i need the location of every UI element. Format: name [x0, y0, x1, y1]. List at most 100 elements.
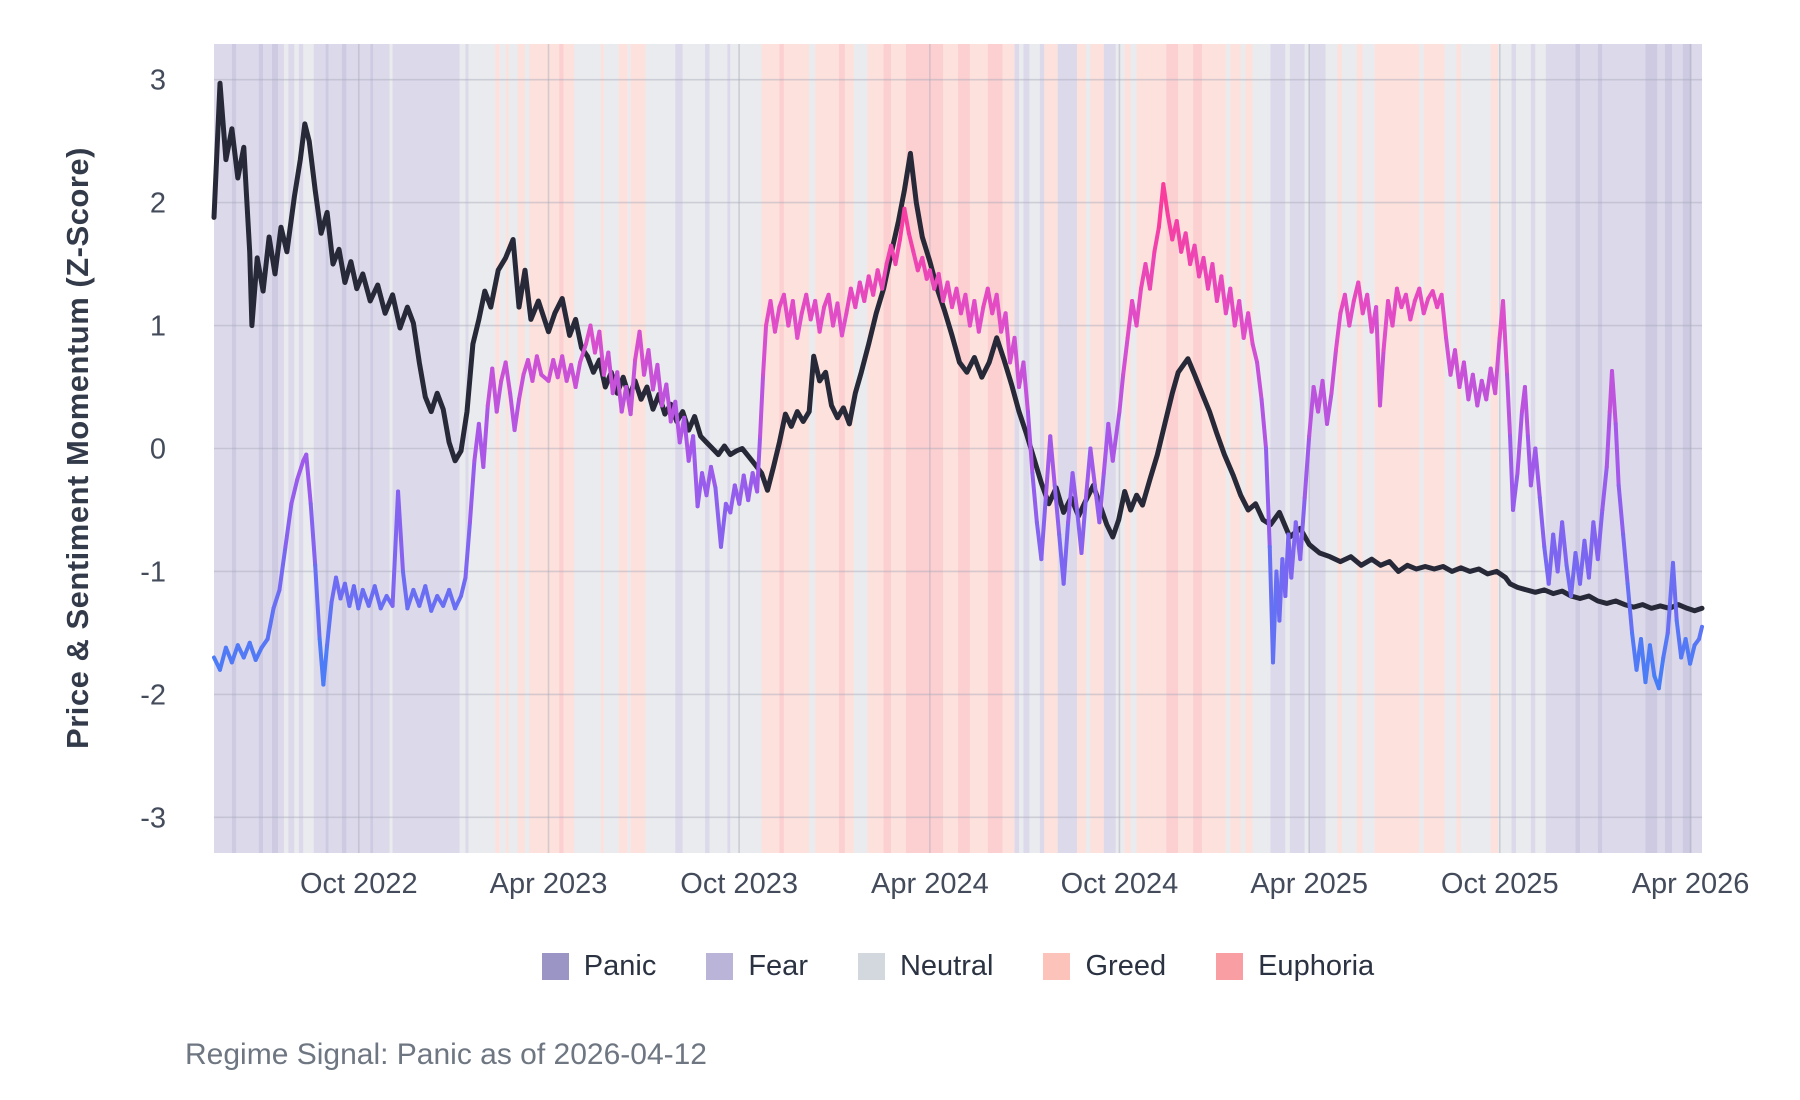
x-tick-label: Oct 2022 [300, 868, 418, 900]
sentiment-line-segment [283, 501, 294, 549]
regime-band-panic [341, 44, 347, 853]
sentiment-line-segment [1381, 298, 1391, 353]
y-tick-label: -3 [140, 802, 166, 834]
regime-band-greed [600, 44, 604, 853]
sentiment-line-segment [1600, 464, 1609, 512]
regime-band-euphoria [779, 44, 784, 853]
regime-legend: Panic Fear Neutral Greed Euphoria [214, 950, 1702, 983]
legend-label-fear: Fear [748, 950, 808, 982]
sentiment-line-segment [217, 645, 228, 672]
sentiment-line-segment [1688, 643, 1697, 666]
sentiment-line-segment [761, 323, 769, 377]
sentiment-line-segment [1522, 385, 1530, 439]
sentiment-line-segment [400, 569, 410, 611]
regime-band-greed [517, 44, 525, 853]
regime-band-fear [675, 44, 683, 853]
regime-band-fear [1289, 44, 1305, 853]
regime-band-neutral [1341, 44, 1357, 853]
sentiment-line-segment [1493, 335, 1502, 396]
regime-band-neutral [1419, 44, 1424, 853]
sentiment-line-segment [463, 520, 472, 580]
sentiment-line-segment [1152, 225, 1161, 254]
regime-band-greed [1456, 44, 1461, 853]
regime-band-neutral [574, 44, 601, 853]
sentiment-line-segment [1088, 446, 1097, 488]
sentiment-line-segment [1625, 581, 1635, 635]
sentiment-line-segment [628, 357, 638, 417]
regime-band-neutral [508, 44, 518, 853]
regime-band-euphoria [838, 44, 845, 853]
sentiment-line-segment [1505, 372, 1513, 439]
regime-band-greed [867, 44, 884, 853]
sentiment-line-segment [1329, 348, 1338, 396]
regime-band-greed [563, 44, 575, 853]
y-tick-label: 3 [150, 65, 166, 97]
regime-band-fear [263, 44, 273, 853]
regime-band-fear [298, 44, 304, 853]
sentiment-line-segment [1515, 409, 1524, 476]
sentiment-line-segment [1408, 298, 1417, 322]
regime-band-neutral [853, 44, 868, 853]
y-tick-label: 1 [150, 311, 166, 343]
x-tick-label: Oct 2025 [1441, 868, 1559, 900]
regime-band-fear [1057, 44, 1078, 853]
regime-band-neutral [1240, 44, 1246, 853]
regime-band-greed [1202, 44, 1226, 853]
sentiment-line-segment [390, 489, 401, 608]
regime-band-neutral [709, 44, 728, 853]
regime-band-euphoria [883, 44, 892, 853]
legend-swatch-fear [706, 953, 734, 980]
sentiment-line-segment [396, 489, 405, 574]
regime-band-fear [1530, 44, 1536, 853]
regime-band-neutral [1085, 44, 1091, 853]
regime-band-fear [705, 44, 710, 853]
legend-swatch-euphoria [1216, 953, 1244, 980]
regime-band-greed [943, 44, 958, 853]
sentiment-line-segment [708, 464, 718, 490]
regime-band-panic [272, 44, 278, 853]
legend-item-panic: Panic [541, 950, 656, 983]
sentiment-line-segment [795, 311, 804, 340]
sentiment-line-segment [606, 350, 615, 396]
sentiment-line-segment [1302, 434, 1312, 500]
sentiment-line-segment [597, 329, 606, 377]
sentiment-line-segment [453, 594, 464, 611]
regime-band-greed [1374, 44, 1420, 853]
regime-band-panic [1575, 44, 1580, 853]
regime-band-fear [1657, 44, 1665, 853]
regime-band-fear [373, 44, 390, 853]
sentiment-line-segment [1012, 335, 1022, 390]
sentiment-line-segment [1501, 298, 1510, 377]
legend-item-greed: Greed [1043, 950, 1166, 983]
regime-band-greed [1002, 44, 1015, 853]
sentiment-line-segment [1021, 360, 1030, 414]
regime-band-neutral [499, 44, 506, 853]
regime-band-greed [1077, 44, 1086, 853]
x-tick-label: Oct 2024 [1061, 868, 1179, 900]
regime-band-neutral [1460, 44, 1491, 853]
regime-band-greed [815, 44, 839, 853]
regime-band-panic [1645, 44, 1658, 853]
legend-item-neutral: Neutral [857, 950, 993, 983]
sentiment-line-segment [447, 587, 458, 611]
sentiment-line-segment [517, 372, 526, 402]
legend-swatch-greed [1043, 953, 1071, 980]
sentiment-line-segment [325, 600, 334, 648]
sentiment-line-segment [1533, 446, 1542, 500]
regime-band-greed [783, 44, 810, 853]
sentiment-line-segment [229, 643, 240, 665]
sentiment-line-segment [277, 544, 288, 592]
sentiment-line-segment [1147, 249, 1157, 291]
regime-band-panic [1664, 44, 1673, 853]
sentiment-line-segment [1347, 298, 1356, 328]
regime-band-neutral [389, 44, 393, 853]
sentiment-line-segment [1255, 360, 1264, 402]
sentiment-line-segment [755, 434, 763, 494]
regime-band-neutral [603, 44, 619, 853]
sentiment-line-segment [637, 329, 647, 377]
regime-band-fear [1014, 44, 1020, 853]
regime-band-neutral [1362, 44, 1375, 853]
regime-band-fear [313, 44, 326, 853]
sentiment-line-segment [1511, 471, 1520, 512]
